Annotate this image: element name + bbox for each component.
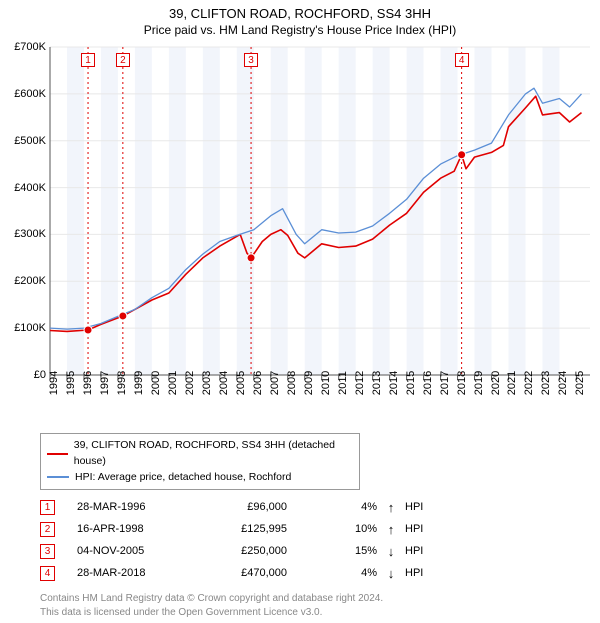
- transaction-delta: 10%: [317, 523, 377, 535]
- chart-title-main: 39, CLIFTON ROAD, ROCHFORD, SS4 3HH: [0, 6, 600, 21]
- chart-marker-2: 2: [116, 53, 130, 67]
- x-axis-tick-label: 2013: [371, 371, 383, 395]
- transaction-price: £250,000: [207, 545, 317, 557]
- x-axis-tick-label: 1997: [99, 371, 111, 395]
- legend-swatch: [47, 476, 69, 478]
- legend-label: 39, CLIFTON ROAD, ROCHFORD, SS4 3HH (det…: [74, 438, 353, 470]
- chart-area: £0 £100K £200K £300K £400K £500K £600K £700K 1 2 3…: [0, 37, 600, 427]
- transaction-price: £96,000: [207, 501, 317, 513]
- x-axis-tick-label: 2018: [456, 371, 468, 395]
- transaction-arrow-icon: ↑: [377, 522, 405, 537]
- transaction-hpi-label: HPI: [405, 567, 423, 579]
- chart-svg: [0, 37, 600, 427]
- x-axis-tick-label: 2024: [557, 371, 569, 395]
- x-axis-tick-label: 1996: [82, 371, 94, 395]
- x-axis-tick-label: 2005: [235, 371, 247, 395]
- legend-item: HPI: Average price, detached house, Roch…: [47, 470, 353, 486]
- transaction-number: 3: [40, 544, 55, 559]
- x-axis-tick-label: 2025: [574, 371, 586, 395]
- transaction-date: 16-APR-1998: [77, 523, 207, 535]
- transaction-date: 28-MAR-1996: [77, 501, 207, 513]
- transaction-row: 2 16-APR-1998£125,99510%↑HPI: [40, 518, 600, 540]
- transaction-hpi-label: HPI: [405, 545, 423, 557]
- x-axis-tick-label: 2006: [252, 371, 264, 395]
- x-axis-tick-label: 1995: [65, 371, 77, 395]
- x-axis-tick-label: 2019: [473, 371, 485, 395]
- x-axis-tick-label: 2000: [150, 371, 162, 395]
- transaction-arrow-icon: ↑: [377, 500, 405, 515]
- legend-item: 39, CLIFTON ROAD, ROCHFORD, SS4 3HH (det…: [47, 438, 353, 470]
- transaction-arrow-icon: ↓: [377, 544, 405, 559]
- x-axis-tick-label: 2003: [201, 371, 213, 395]
- y-axis-tick-label: £500K: [0, 135, 46, 147]
- y-axis-tick-label: £400K: [0, 182, 46, 194]
- x-axis-tick-label: 2014: [388, 371, 400, 395]
- x-axis-tick-label: 2008: [286, 371, 298, 395]
- transaction-row: 1 28-MAR-1996£96,0004%↑HPI: [40, 496, 600, 518]
- footer-line-1: Contains HM Land Registry data © Crown c…: [40, 592, 600, 606]
- x-axis-tick-label: 2022: [523, 371, 535, 395]
- transaction-arrow-icon: ↓: [377, 566, 405, 581]
- transaction-price: £125,995: [207, 523, 317, 535]
- x-axis-tick-label: 2007: [269, 371, 281, 395]
- x-axis-tick-label: 2023: [540, 371, 552, 395]
- x-axis-tick-label: 2021: [506, 371, 518, 395]
- chart-marker-4: 4: [455, 53, 469, 67]
- x-axis-tick-label: 2009: [303, 371, 315, 395]
- transactions-table: 128-MAR-1996£96,0004%↑HPI216-APR-1998£12…: [40, 496, 600, 584]
- chart-title-block: 39, CLIFTON ROAD, ROCHFORD, SS4 3HH Pric…: [0, 0, 600, 37]
- transaction-hpi-label: HPI: [405, 501, 423, 513]
- transaction-delta: 4%: [317, 567, 377, 579]
- x-axis-tick-label: 2016: [422, 371, 434, 395]
- x-axis-tick-label: 2015: [405, 371, 417, 395]
- y-axis-tick-label: £600K: [0, 88, 46, 100]
- transaction-row: 3 04-NOV-2005£250,00015%↓HPI: [40, 540, 600, 562]
- footer-line-2: This data is licensed under the Open Gov…: [40, 606, 600, 620]
- y-axis-tick-label: £200K: [0, 275, 46, 287]
- transaction-date: 28-MAR-2018: [77, 567, 207, 579]
- transaction-number: 2: [40, 522, 55, 537]
- chart-marker-1: 1: [81, 53, 95, 67]
- x-axis-tick-label: 2012: [354, 371, 366, 395]
- transaction-date: 04-NOV-2005: [77, 545, 207, 557]
- x-axis-tick-label: 2004: [218, 371, 230, 395]
- footer-attribution: Contains HM Land Registry data © Crown c…: [40, 592, 600, 623]
- legend-label: HPI: Average price, detached house, Roch…: [75, 470, 291, 486]
- transaction-row: 4 28-MAR-2018£470,0004%↓HPI: [40, 562, 600, 584]
- x-axis-tick-label: 2011: [337, 371, 349, 395]
- x-axis-tick-label: 2010: [320, 371, 332, 395]
- legend: 39, CLIFTON ROAD, ROCHFORD, SS4 3HH (det…: [40, 433, 360, 490]
- chart-title-sub: Price paid vs. HM Land Registry's House …: [0, 23, 600, 37]
- transaction-delta: 4%: [317, 501, 377, 513]
- transaction-hpi-label: HPI: [405, 523, 423, 535]
- x-axis-tick-label: 1998: [116, 371, 128, 395]
- x-axis-tick-label: 2017: [439, 371, 451, 395]
- transaction-delta: 15%: [317, 545, 377, 557]
- y-axis-tick-label: £700K: [0, 41, 46, 53]
- x-axis-tick-label: 2002: [184, 371, 196, 395]
- x-axis-tick-label: 2020: [490, 371, 502, 395]
- x-axis-tick-label: 1994: [48, 371, 60, 395]
- y-axis-tick-label: £0: [0, 369, 46, 381]
- legend-swatch: [47, 453, 68, 455]
- chart-marker-3: 3: [244, 53, 258, 67]
- transaction-number: 1: [40, 500, 55, 515]
- y-axis-tick-label: £300K: [0, 228, 46, 240]
- x-axis-tick-label: 2001: [167, 371, 179, 395]
- y-axis-tick-label: £100K: [0, 322, 46, 334]
- x-axis-tick-label: 1999: [133, 371, 145, 395]
- transaction-price: £470,000: [207, 567, 317, 579]
- transaction-number: 4: [40, 566, 55, 581]
